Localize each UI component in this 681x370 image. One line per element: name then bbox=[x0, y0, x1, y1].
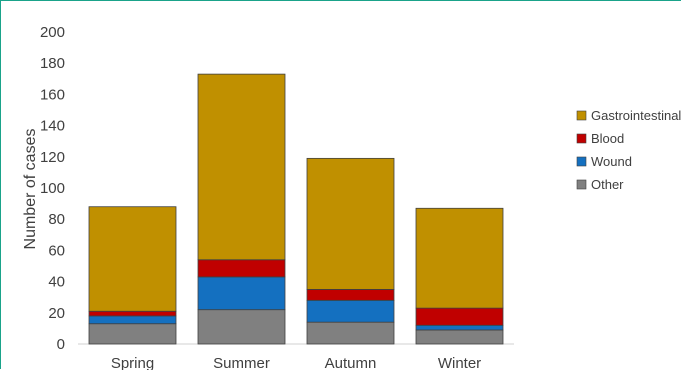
bar-segment-gastrointestinal-spring bbox=[88, 206, 177, 312]
y-axis-label: Number of cases bbox=[22, 129, 39, 250]
y-tick-label: 120 bbox=[40, 149, 65, 166]
x-tick-label: Spring bbox=[111, 355, 154, 370]
y-tick-label: 160 bbox=[40, 86, 65, 103]
legend-label-gastrointestinal: Gastrointestinal bbox=[591, 108, 681, 123]
bar-segment-other-spring bbox=[88, 323, 177, 345]
bar-segment-other-autumn bbox=[306, 321, 395, 345]
y-tick-label: 180 bbox=[40, 55, 65, 72]
legend-swatch-wound bbox=[576, 156, 587, 167]
x-tick-label: Summer bbox=[213, 355, 270, 370]
bar-segment-blood-summer bbox=[197, 259, 286, 278]
bar-segment-gastrointestinal-summer bbox=[197, 73, 286, 261]
bar-segment-blood-winter bbox=[415, 307, 504, 326]
y-tick-label: 200 bbox=[40, 24, 65, 41]
legend-label-wound: Wound bbox=[591, 154, 632, 169]
legend-swatch-blood bbox=[576, 133, 587, 144]
legend-swatch-other bbox=[576, 179, 587, 190]
y-tick-label: 140 bbox=[40, 118, 65, 135]
y-tick-label: 100 bbox=[40, 180, 65, 197]
chart-bars bbox=[88, 73, 504, 345]
y-tick-label: 0 bbox=[57, 336, 65, 353]
x-tick-label: Winter bbox=[438, 355, 481, 370]
legend-label-other: Other bbox=[591, 177, 624, 192]
bar-segment-other-winter bbox=[415, 329, 504, 345]
bar-segment-wound-autumn bbox=[306, 299, 395, 323]
legend-label-blood: Blood bbox=[591, 131, 624, 146]
bar-segment-gastrointestinal-autumn bbox=[306, 157, 395, 290]
bar-segment-wound-winter bbox=[415, 324, 504, 331]
y-tick-label: 60 bbox=[48, 242, 65, 259]
y-tick-label: 80 bbox=[48, 211, 65, 228]
bar-segment-wound-summer bbox=[197, 276, 286, 311]
y-tick-label: 20 bbox=[48, 305, 65, 322]
chart-ticks: 0 20 40 60 80 100 120 140 160 180 200 Spring Summer A… bbox=[40, 24, 481, 370]
y-tick-label: 40 bbox=[48, 274, 65, 291]
legend-swatch-gastrointestinal bbox=[576, 110, 587, 121]
bar-segment-gastrointestinal-winter bbox=[415, 207, 504, 309]
bar-segment-blood-spring bbox=[88, 310, 177, 317]
chart-legend: Gastrointestinal Blood Wound Other bbox=[576, 108, 681, 192]
bar-segment-wound-spring bbox=[88, 315, 177, 325]
x-tick-label: Autumn bbox=[325, 355, 377, 370]
bar-segment-blood-autumn bbox=[306, 288, 395, 301]
bar-segment-other-summer bbox=[197, 309, 286, 345]
